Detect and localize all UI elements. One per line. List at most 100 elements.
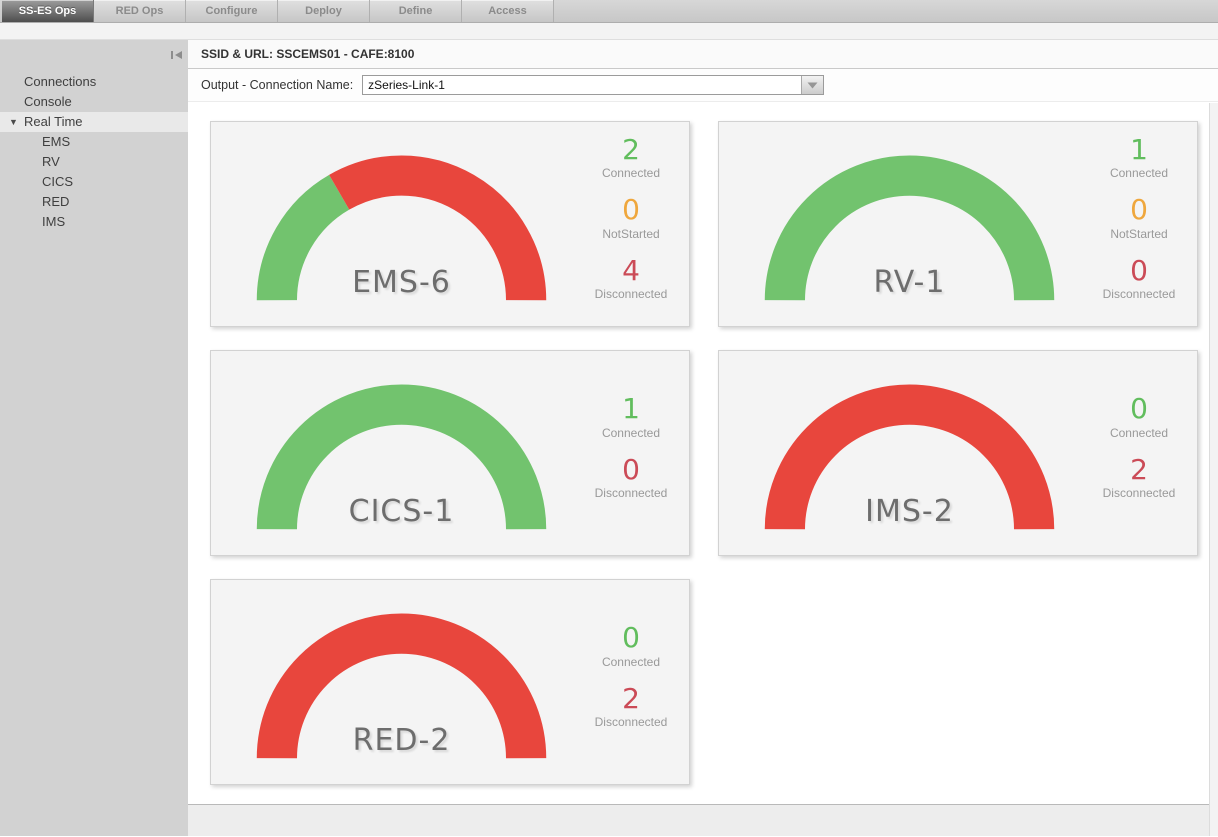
gauge-area: RV-1 bbox=[719, 122, 1081, 326]
gauge-area: CICS-1 bbox=[211, 351, 573, 555]
stat-label: Connected bbox=[1109, 425, 1169, 440]
stat-label: Connected bbox=[1109, 166, 1169, 181]
main-split: ▼ Connections ▼ Console ▼ Real Time ▼ EM… bbox=[0, 40, 1218, 836]
stat-value: 1 bbox=[1130, 132, 1148, 166]
stat-value: 0 bbox=[1130, 253, 1148, 287]
stat-value: 4 bbox=[622, 253, 640, 287]
sidebar-item-label: CICS bbox=[42, 174, 74, 189]
sidebar-item-real-time[interactable]: ▼ Real Time bbox=[0, 112, 188, 132]
sidebar-item-label: Real Time bbox=[24, 114, 83, 129]
stat-disconnected: 0 Disconnected bbox=[595, 452, 668, 500]
sidebar-item-rv[interactable]: ▼ RV bbox=[0, 152, 188, 172]
sidebar-item-label: RED bbox=[42, 194, 70, 209]
gauge-stats: 0 Connected 2 Disconnected bbox=[573, 580, 689, 784]
tab-deploy[interactable]: Deploy bbox=[278, 0, 370, 22]
sidebar-item-label: IMS bbox=[42, 214, 66, 229]
page-title: SSID & URL: SSCEMS01 - CAFE:8100 bbox=[188, 40, 1218, 69]
stat-connected: 0 Connected bbox=[602, 621, 660, 669]
stat-notstarted: 0 NotStarted bbox=[602, 193, 660, 241]
gauge-arc bbox=[764, 155, 1055, 301]
tab-ss-es-ops[interactable]: SS-ES Ops bbox=[2, 0, 94, 22]
sidebar-item-cics[interactable]: ▼ CICS bbox=[0, 172, 188, 192]
stat-label: NotStarted bbox=[1110, 226, 1168, 241]
tab-define[interactable]: Define bbox=[370, 0, 462, 22]
tab-configure[interactable]: Configure bbox=[186, 0, 278, 22]
gauge-title: CICS-1 bbox=[348, 494, 455, 529]
sidebar: ▼ Connections ▼ Console ▼ Real Time ▼ EM… bbox=[0, 40, 188, 836]
sidebar-item-ims[interactable]: ▼ IMS bbox=[0, 212, 188, 232]
stat-value: 0 bbox=[1130, 392, 1148, 426]
gauge-card-rv-1: RV-1 1 Connected 0 NotStarted 0 Disconne… bbox=[718, 121, 1198, 327]
gauge-area: RED-2 bbox=[211, 580, 573, 784]
sidebar-item-red[interactable]: ▼ RED bbox=[0, 192, 188, 212]
stat-disconnected: 2 Disconnected bbox=[1102, 454, 1176, 500]
gauge-stats: 1 Connected 0 NotStarted 0 Disconnected bbox=[1081, 122, 1197, 326]
gauge-stats: 0 Connected 2 Disconnected bbox=[1081, 351, 1197, 555]
gauge-card-cics-1: CICS-1 1 Connected 0 Disconnected bbox=[210, 350, 690, 556]
stat-value: 1 bbox=[622, 392, 640, 426]
stat-connected: 2 Connected bbox=[601, 132, 661, 181]
gauge-segment-connected bbox=[256, 384, 547, 530]
stat-value: 0 bbox=[622, 621, 640, 655]
stat-disconnected: 2 Disconnected bbox=[595, 681, 668, 729]
caret-down-icon: ▼ bbox=[9, 117, 18, 127]
stat-disconnected: 0 Disconnected bbox=[1103, 253, 1176, 301]
stat-label: Disconnected bbox=[1102, 485, 1176, 500]
connection-name-select[interactable]: zSeries-Link-1 bbox=[362, 75, 825, 95]
stat-value: 0 bbox=[622, 452, 640, 486]
gauge-segment-connected bbox=[764, 155, 1055, 301]
stat-label: NotStarted bbox=[602, 226, 660, 241]
gauge-arc bbox=[256, 155, 547, 301]
stat-value: 0 bbox=[622, 193, 640, 227]
sidebar-item-label: EMS bbox=[42, 134, 71, 149]
gauge-stats: 1 Connected 0 Disconnected bbox=[573, 351, 689, 555]
gauge-title: RED-2 bbox=[352, 723, 451, 758]
gauge-title: EMS-6 bbox=[352, 265, 451, 300]
gauge-segment-disconnected bbox=[764, 384, 1055, 530]
sidebar-item-label: Connections bbox=[24, 74, 97, 89]
content-panel: SSID & URL: SSCEMS01 - CAFE:8100 Output … bbox=[188, 40, 1218, 836]
sidebar-nav: ▼ Connections ▼ Console ▼ Real Time ▼ EM… bbox=[0, 40, 188, 232]
gauge-arc bbox=[764, 384, 1055, 530]
gauge-title: IMS-2 bbox=[865, 494, 954, 529]
stat-notstarted: 0 NotStarted bbox=[1110, 193, 1168, 241]
scrollbar[interactable] bbox=[1209, 103, 1218, 836]
dropdown-arrow-button[interactable] bbox=[801, 76, 824, 94]
tab-bar: SS-ES Ops RED Ops Configure Deploy Define Acc… bbox=[0, 0, 1218, 23]
stat-connected: 0 Connected bbox=[1109, 392, 1169, 440]
stat-value: 2 bbox=[622, 681, 640, 715]
stat-connected: 1 Connected bbox=[1109, 132, 1169, 181]
sidebar-item-label: RV bbox=[42, 154, 60, 169]
gauge-card-grid: EMS-6 2 Connected 0 NotStarted 4 Disconn… bbox=[188, 102, 1218, 785]
collapse-panel-icon bbox=[170, 51, 182, 59]
stat-label: Connected bbox=[601, 425, 661, 440]
connection-name-label: Output - Connection Name: bbox=[201, 78, 354, 92]
gauge-stats: 2 Connected 0 NotStarted 4 Disconnected bbox=[573, 122, 689, 326]
stat-label: Connected bbox=[601, 166, 661, 181]
gauge-title: RV-1 bbox=[873, 265, 946, 300]
gauge-card-ems-6: EMS-6 2 Connected 0 NotStarted 4 Disconn… bbox=[210, 121, 690, 327]
status-bar bbox=[188, 804, 1218, 836]
sidebar-collapse-button[interactable] bbox=[169, 48, 183, 62]
tab-red-ops[interactable]: RED Ops bbox=[94, 0, 186, 22]
sidebar-item-console[interactable]: ▼ Console bbox=[0, 92, 188, 112]
gauge-area: EMS-6 bbox=[211, 122, 573, 326]
sidebar-item-ems[interactable]: ▼ EMS bbox=[0, 132, 188, 152]
tab-bar-spacer bbox=[0, 23, 1218, 40]
sidebar-item-label: Console bbox=[24, 94, 72, 109]
gauge-arc bbox=[256, 613, 547, 759]
stat-connected: 1 Connected bbox=[601, 392, 661, 440]
gauge-card-ims-2: IMS-2 0 Connected 2 Disconnected bbox=[718, 350, 1198, 556]
tab-access[interactable]: Access bbox=[462, 0, 554, 22]
gauge-segment-disconnected bbox=[256, 613, 547, 759]
chevron-down-icon bbox=[807, 82, 818, 88]
sidebar-item-connections[interactable]: ▼ Connections bbox=[0, 72, 188, 92]
stat-disconnected: 4 Disconnected bbox=[594, 253, 668, 302]
gauge-area: IMS-2 bbox=[719, 351, 1081, 555]
toolbar: Output - Connection Name: zSeries-Link-1 bbox=[188, 69, 1218, 102]
stat-value: 0 bbox=[1130, 193, 1148, 227]
gauge-segment-disconnected bbox=[329, 155, 547, 301]
gauge-card-red-2: RED-2 0 Connected 2 Disconnected bbox=[210, 579, 690, 785]
stat-value: 2 bbox=[622, 132, 640, 166]
stat-label: Disconnected bbox=[594, 287, 668, 302]
